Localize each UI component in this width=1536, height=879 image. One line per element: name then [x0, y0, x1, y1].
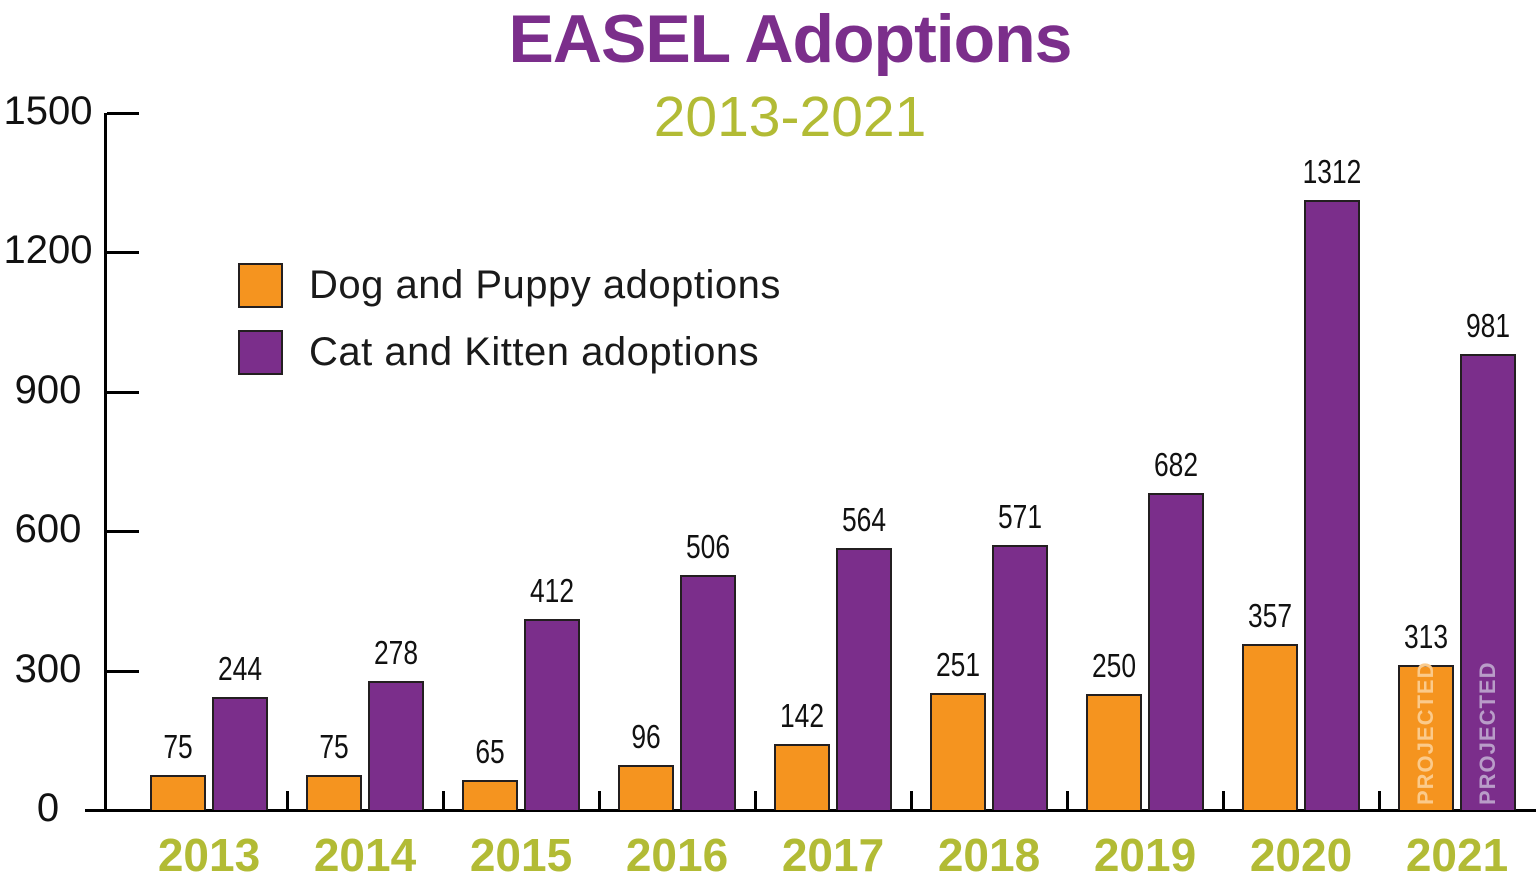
- legend-label-dog: Dog and Puppy adoptions: [309, 263, 781, 307]
- bar-value-label-cat-2020: 1312: [1302, 153, 1362, 190]
- year-label-2020: 2020: [1249, 829, 1353, 879]
- y-tick-1500: [107, 112, 139, 115]
- y-tick-900: [107, 390, 139, 394]
- x-tick-separator: [286, 791, 289, 809]
- year-label-2019: 2019: [1093, 829, 1197, 879]
- year-label-2021: 2021: [1405, 829, 1509, 879]
- y-tick-300: [107, 669, 139, 673]
- bar-value-label-dog-2015: 65: [475, 733, 505, 770]
- y-tick-label-900: 900: [14, 367, 82, 412]
- x-tick-separator: [1378, 791, 1381, 809]
- legend-label-cat: Cat and Kitten adoptions: [309, 330, 760, 374]
- bar-value-label-dog-2021: 313: [1403, 618, 1449, 655]
- bar-value-label-dog-2014: 75: [319, 728, 349, 765]
- bar-value-label-dog-2020: 357: [1247, 597, 1293, 634]
- bar-cat-2016: [680, 575, 736, 810]
- y-tick-label-0: 0: [36, 786, 60, 830]
- projected-label-dog: PROJECTED: [1413, 661, 1438, 805]
- x-tick-separator: [754, 791, 757, 809]
- bar-dog-2016: [618, 765, 674, 810]
- x-tick-separator: [598, 791, 601, 809]
- bar-value-label-dog-2017: 142: [779, 697, 825, 734]
- legend: Dog and Puppy adoptions Cat and Kitten a…: [238, 263, 781, 397]
- bar-dog-2020: [1242, 644, 1298, 810]
- bar-value-label-cat-2013: 244: [217, 650, 263, 687]
- legend-item-cat: Cat and Kitten adoptions: [238, 330, 781, 375]
- year-label-2015: 2015: [469, 829, 573, 879]
- x-axis-line: [85, 809, 1536, 812]
- year-label-2016: 2016: [625, 829, 729, 879]
- bar-value-label-dog-2018: 251: [935, 646, 981, 683]
- projected-label-cat: PROJECTED: [1475, 661, 1500, 805]
- bar-cat-2017: [836, 548, 892, 810]
- bar-value-label-cat-2015: 412: [529, 572, 575, 609]
- bar-cat-2018: [992, 545, 1048, 810]
- bar-value-label-cat-2018: 571: [997, 498, 1043, 535]
- chart-title: EASEL Adoptions: [508, 1, 1073, 77]
- year-label-2018: 2018: [937, 829, 1041, 879]
- y-tick-label-1500: 1500: [3, 89, 93, 133]
- bar-cat-2021: [1460, 354, 1516, 810]
- legend-swatch-orange: [238, 263, 283, 308]
- bar-dog-2019: [1086, 694, 1142, 810]
- x-tick-separator: [1066, 791, 1069, 809]
- bar-dog-2018: [930, 693, 986, 810]
- bar-value-label-dog-2013: 75: [163, 728, 193, 765]
- chart-subtitle: 2013-2021: [653, 85, 927, 149]
- bar-value-label-cat-2017: 564: [841, 501, 887, 538]
- legend-swatch-purple: [238, 330, 283, 375]
- legend-item-dog: Dog and Puppy adoptions: [238, 263, 781, 308]
- bar-dog-2021: [1398, 665, 1454, 810]
- bar-value-label-cat-2014: 278: [373, 634, 419, 671]
- bar-value-label-cat-2021: 981: [1465, 307, 1511, 344]
- bar-value-label-cat-2019: 682: [1153, 446, 1199, 483]
- bar-cat-2013: [212, 697, 268, 810]
- bar-cat-2020: [1304, 200, 1360, 810]
- y-tick-1200: [107, 251, 139, 255]
- bar-cat-2015: [524, 619, 580, 810]
- bar-cat-2019: [1148, 493, 1204, 810]
- bar-value-label-cat-2016: 506: [685, 528, 731, 565]
- bar-dog-2015: [462, 780, 518, 810]
- bar-dog-2013: [150, 775, 206, 810]
- bar-value-label-dog-2016: 96: [631, 718, 661, 755]
- y-tick-label-600: 600: [14, 507, 82, 552]
- year-label-2017: 2017: [781, 829, 885, 879]
- x-tick-separator: [910, 791, 913, 809]
- y-axis-line: [104, 113, 107, 810]
- year-label-2014: 2014: [313, 829, 417, 879]
- x-tick-separator: [442, 791, 445, 809]
- bar-value-label-dog-2019: 250: [1091, 647, 1137, 684]
- bar-cat-2014: [368, 681, 424, 810]
- year-label-2013: 2013: [157, 829, 261, 879]
- y-tick-label-1200: 1200: [3, 228, 93, 273]
- y-tick-600: [107, 530, 139, 534]
- y-tick-label-300: 300: [14, 646, 82, 691]
- bar-dog-2014: [306, 775, 362, 810]
- bar-dog-2017: [774, 744, 830, 810]
- x-tick-separator: [1222, 791, 1225, 809]
